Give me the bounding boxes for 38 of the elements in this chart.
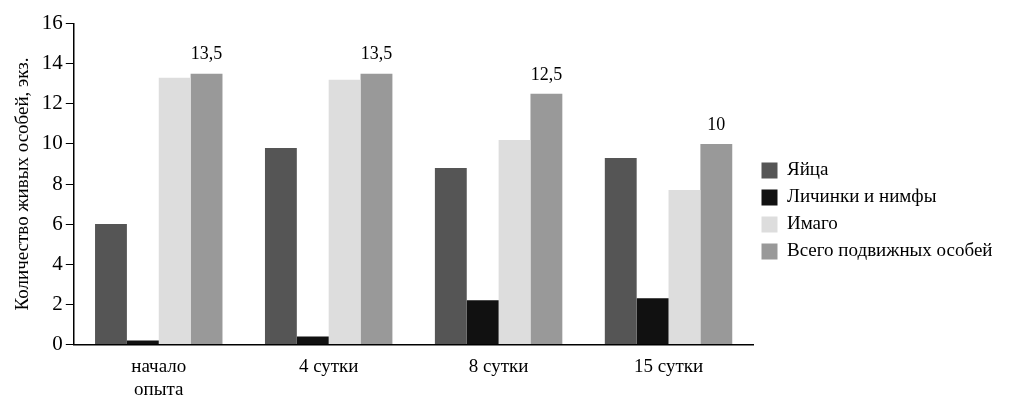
bar (700, 143, 733, 344)
y-tick-label: 0 (52, 330, 63, 355)
bar (158, 77, 191, 344)
y-tick-label: 8 (52, 170, 63, 195)
data-label: 13,5 (360, 43, 393, 64)
legend-label: Личинки и нимфы (787, 185, 937, 207)
y-tick-label: 2 (52, 290, 63, 315)
data-label: 10 (707, 113, 726, 134)
bar (296, 336, 329, 344)
bar (434, 167, 467, 344)
y-tick-label: 6 (52, 210, 63, 235)
bar (95, 224, 127, 344)
bar (604, 157, 637, 344)
data-label: 12,5 (530, 63, 563, 84)
bar (668, 190, 701, 344)
y-tick-label: 16 (41, 10, 63, 35)
bar (190, 73, 223, 344)
bar (466, 300, 499, 344)
y-tick-label: 10 (41, 130, 63, 155)
y-axis-title: Количество живых особей, экз. (11, 57, 33, 311)
data-label: 13,5 (190, 43, 223, 64)
y-tick-label: 4 (52, 250, 64, 275)
x-tick-label: начало опыта (131, 354, 187, 399)
x-tick-label: 15 сутки (633, 354, 704, 376)
bar (360, 73, 393, 344)
y-tick-label: 14 (41, 50, 64, 75)
legend-label: Яйца (787, 158, 830, 180)
bar (328, 79, 361, 344)
x-tick-label: 4 сутки (298, 354, 359, 376)
bar (636, 298, 669, 344)
bar (126, 340, 159, 344)
bar (530, 93, 563, 344)
legend-label: Имаго (787, 212, 838, 234)
legend-label: Всего подвижных особей (787, 239, 993, 261)
y-tick-label: 12 (41, 90, 63, 115)
bar (498, 139, 531, 344)
x-tick-label: 8 сутки (468, 354, 529, 376)
bar (264, 147, 297, 344)
